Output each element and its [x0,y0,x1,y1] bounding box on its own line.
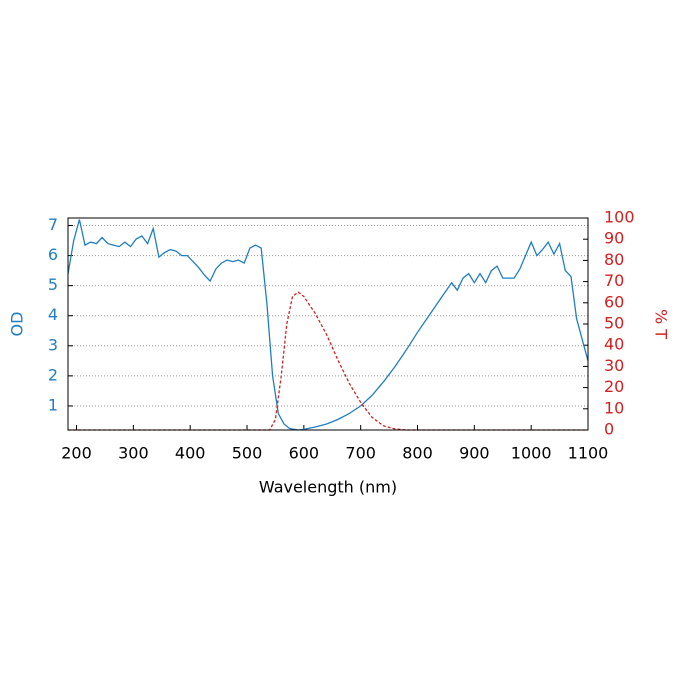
y-axis-label: OD [8,312,27,337]
y2-tick-label: 100 [604,208,635,227]
x-axis-label: Wavelength (nm) [259,478,397,497]
y2-tick-label: 90 [604,229,624,248]
x-tick-label: 500 [232,444,263,463]
y-tick-label: 5 [48,275,58,294]
y2-axis-label: % T [652,309,671,339]
x-tick-label: 300 [118,444,149,463]
x-tick-label: 200 [61,444,92,463]
y2-tick-label: 50 [604,314,624,333]
y-tick-label: 1 [48,395,58,414]
y2-tick-label: 20 [604,377,624,396]
y2-tick-label: 60 [604,292,624,311]
y2-tick-label: 40 [604,335,624,354]
x-tick-label: 900 [459,444,490,463]
x-tick-label: 800 [402,444,433,463]
x-tick-label: 700 [345,444,376,463]
y2-tick-label: 0 [604,420,614,439]
y2-tick-label: 70 [604,271,624,290]
y-tick-label: 7 [48,215,58,234]
x-tick-label: 1000 [511,444,552,463]
y2-tick-label: 80 [604,250,624,269]
y-tick-label: 4 [48,305,58,324]
y2-tick-label: 10 [604,398,624,417]
series-line [68,291,588,431]
y-tick-label: 3 [48,335,58,354]
y-tick-label: 2 [48,365,58,384]
x-tick-label: 400 [175,444,206,463]
x-tick-label: 600 [289,444,320,463]
y2-tick-label: 30 [604,356,624,375]
x-tick-label: 1100 [568,444,609,463]
y-tick-label: 6 [48,245,58,264]
series-line [67,219,589,431]
plot-frame [67,217,589,431]
